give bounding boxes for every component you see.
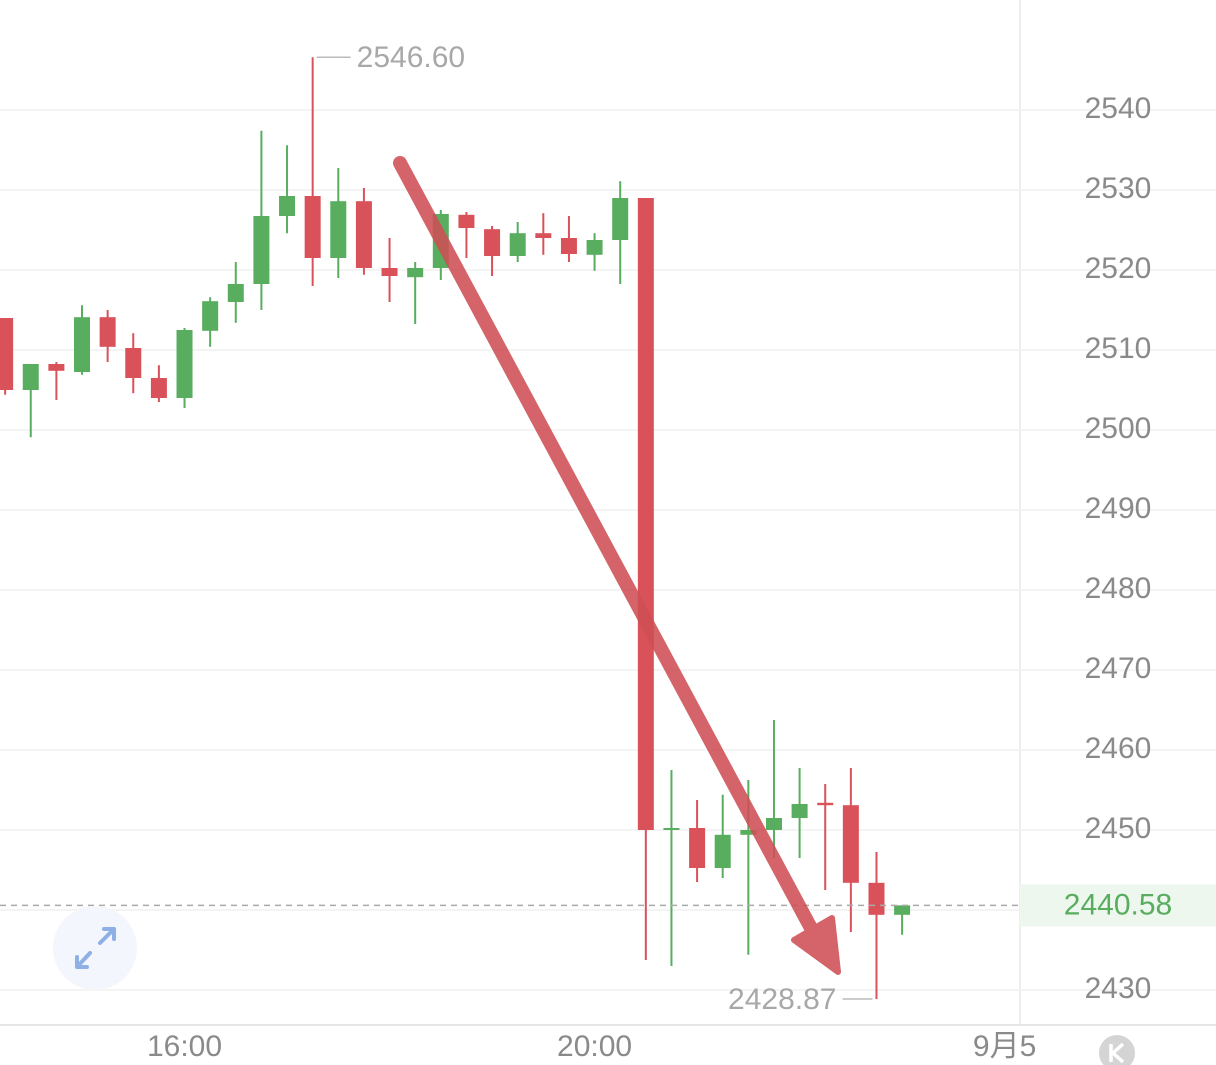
candle-body [227,284,244,302]
last-price-label: 2440.58 [1064,888,1172,921]
candle-body [791,804,808,818]
candle-body [304,196,321,258]
candle-body [560,238,577,254]
y-tick-label: 2490 [1085,492,1152,525]
y-tick-label: 2540 [1085,92,1152,125]
candle-body [202,301,219,331]
y-tick-label: 2460 [1085,732,1152,765]
candle-body [535,233,552,238]
max-label: 2546.60 [357,41,465,74]
y-tick-label: 2510 [1085,332,1152,365]
expand-button[interactable] [53,906,137,990]
candle-body [663,828,680,830]
candle-body [355,201,372,268]
candle-body [150,378,167,398]
candle-body [817,802,834,806]
trend-arrow [393,156,841,975]
candle-body [509,233,526,256]
candle-body [330,201,347,258]
candle-body [740,830,757,835]
candle-body [765,818,782,830]
y-tick-label: 2500 [1085,412,1152,445]
last-price-bg [1020,884,1216,927]
candle-body [22,364,39,390]
k-button[interactable] [1099,1035,1135,1065]
expand-icon[interactable] [75,927,116,969]
grid: 2430244024502460247024802490250025102520… [0,92,1216,1063]
y-tick-label: 2430 [1085,972,1152,1005]
x-tick-label: 20:00 [557,1030,632,1063]
candle-body [279,196,296,216]
candle-body [484,229,501,256]
k-icon[interactable] [1109,1042,1125,1064]
candle-body [0,318,14,390]
candle-body [176,330,193,398]
annotations: 2546.60 2428.87 2440.58 [0,41,1216,1016]
candle-body [99,317,116,347]
candle-body [74,317,91,372]
candle-body [458,214,475,228]
candle-body [894,905,911,915]
candle-body [612,198,629,240]
x-tick-label: 16:00 [147,1030,222,1063]
x-tick-label: 9月5 [973,1030,1036,1063]
arrow-head [791,915,841,975]
min-label: 2428.87 [728,983,836,1016]
candle-body [637,198,654,830]
candle-body [407,268,424,278]
candle-body [842,805,859,883]
candle-body [714,834,731,868]
y-tick-label: 2470 [1085,652,1152,685]
candle-body [868,882,885,915]
expand-bg[interactable] [53,906,137,990]
candle-body [125,348,142,378]
candle-body [48,364,65,371]
candle-body [381,268,398,276]
y-tick-label: 2520 [1085,252,1152,285]
y-tick-label: 2530 [1085,172,1152,205]
candle-body [253,216,270,284]
candle-body [689,828,706,868]
arrow-shaft [393,156,819,937]
candle-body [586,240,603,255]
candles [0,57,911,1000]
y-tick-label: 2450 [1085,812,1152,845]
y-tick-label: 2480 [1085,572,1152,605]
